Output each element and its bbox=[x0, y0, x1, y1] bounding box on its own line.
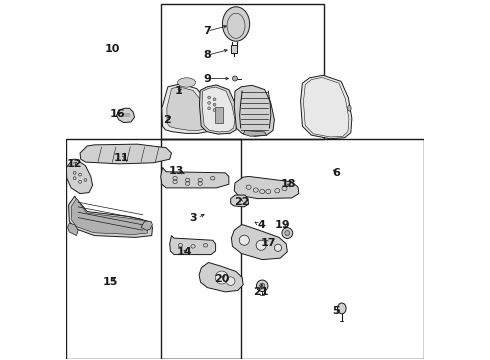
Polygon shape bbox=[117, 108, 135, 123]
Ellipse shape bbox=[256, 240, 266, 250]
Text: 13: 13 bbox=[169, 166, 185, 176]
Text: 17: 17 bbox=[261, 238, 276, 248]
Text: 6: 6 bbox=[333, 168, 341, 178]
Text: 22: 22 bbox=[234, 197, 249, 207]
Bar bbox=[161, 4, 324, 139]
Polygon shape bbox=[199, 262, 243, 292]
Text: 16: 16 bbox=[110, 109, 125, 119]
Text: 5: 5 bbox=[333, 306, 340, 316]
Ellipse shape bbox=[260, 283, 265, 288]
Text: 7: 7 bbox=[203, 26, 211, 36]
Text: 3: 3 bbox=[189, 213, 197, 222]
Polygon shape bbox=[141, 221, 152, 230]
Text: 21: 21 bbox=[253, 287, 269, 297]
Polygon shape bbox=[170, 235, 216, 255]
Ellipse shape bbox=[208, 107, 211, 110]
Bar bbox=[161, 139, 424, 359]
Ellipse shape bbox=[282, 228, 293, 238]
Text: 19: 19 bbox=[275, 220, 291, 230]
Ellipse shape bbox=[213, 109, 216, 112]
Text: 10: 10 bbox=[105, 44, 120, 54]
Polygon shape bbox=[202, 87, 235, 132]
Polygon shape bbox=[162, 84, 212, 134]
Ellipse shape bbox=[347, 105, 351, 111]
Ellipse shape bbox=[177, 78, 196, 87]
Polygon shape bbox=[167, 87, 208, 131]
Ellipse shape bbox=[215, 271, 228, 284]
Text: 18: 18 bbox=[281, 179, 296, 189]
Polygon shape bbox=[71, 199, 148, 234]
Polygon shape bbox=[69, 196, 152, 237]
Text: 9: 9 bbox=[203, 73, 211, 84]
Bar bbox=[215, 107, 223, 123]
Text: 1: 1 bbox=[175, 86, 183, 96]
Polygon shape bbox=[80, 144, 172, 164]
Ellipse shape bbox=[213, 103, 216, 106]
Ellipse shape bbox=[208, 102, 211, 104]
Ellipse shape bbox=[256, 280, 268, 292]
Text: 2: 2 bbox=[163, 115, 171, 125]
Text: 12: 12 bbox=[67, 159, 82, 169]
Polygon shape bbox=[234, 85, 274, 136]
Polygon shape bbox=[243, 131, 267, 136]
Polygon shape bbox=[67, 159, 93, 194]
Polygon shape bbox=[199, 85, 238, 134]
Ellipse shape bbox=[274, 244, 282, 251]
Ellipse shape bbox=[222, 7, 250, 41]
Polygon shape bbox=[68, 223, 78, 235]
Text: 20: 20 bbox=[214, 274, 229, 284]
Polygon shape bbox=[161, 167, 229, 188]
Text: 8: 8 bbox=[203, 50, 211, 60]
Ellipse shape bbox=[208, 96, 211, 99]
Polygon shape bbox=[231, 225, 287, 260]
Ellipse shape bbox=[239, 235, 249, 245]
Ellipse shape bbox=[338, 303, 346, 314]
Text: 15: 15 bbox=[103, 277, 118, 287]
Text: 11: 11 bbox=[114, 153, 129, 163]
Bar bbox=[66, 139, 242, 359]
Ellipse shape bbox=[226, 277, 235, 285]
Polygon shape bbox=[234, 176, 299, 199]
Ellipse shape bbox=[285, 230, 290, 235]
Ellipse shape bbox=[232, 76, 238, 81]
Polygon shape bbox=[300, 75, 352, 139]
Ellipse shape bbox=[213, 98, 216, 101]
Text: 14: 14 bbox=[176, 247, 192, 257]
Bar bbox=[231, 45, 237, 53]
Polygon shape bbox=[231, 195, 248, 207]
Text: 4: 4 bbox=[257, 220, 265, 230]
